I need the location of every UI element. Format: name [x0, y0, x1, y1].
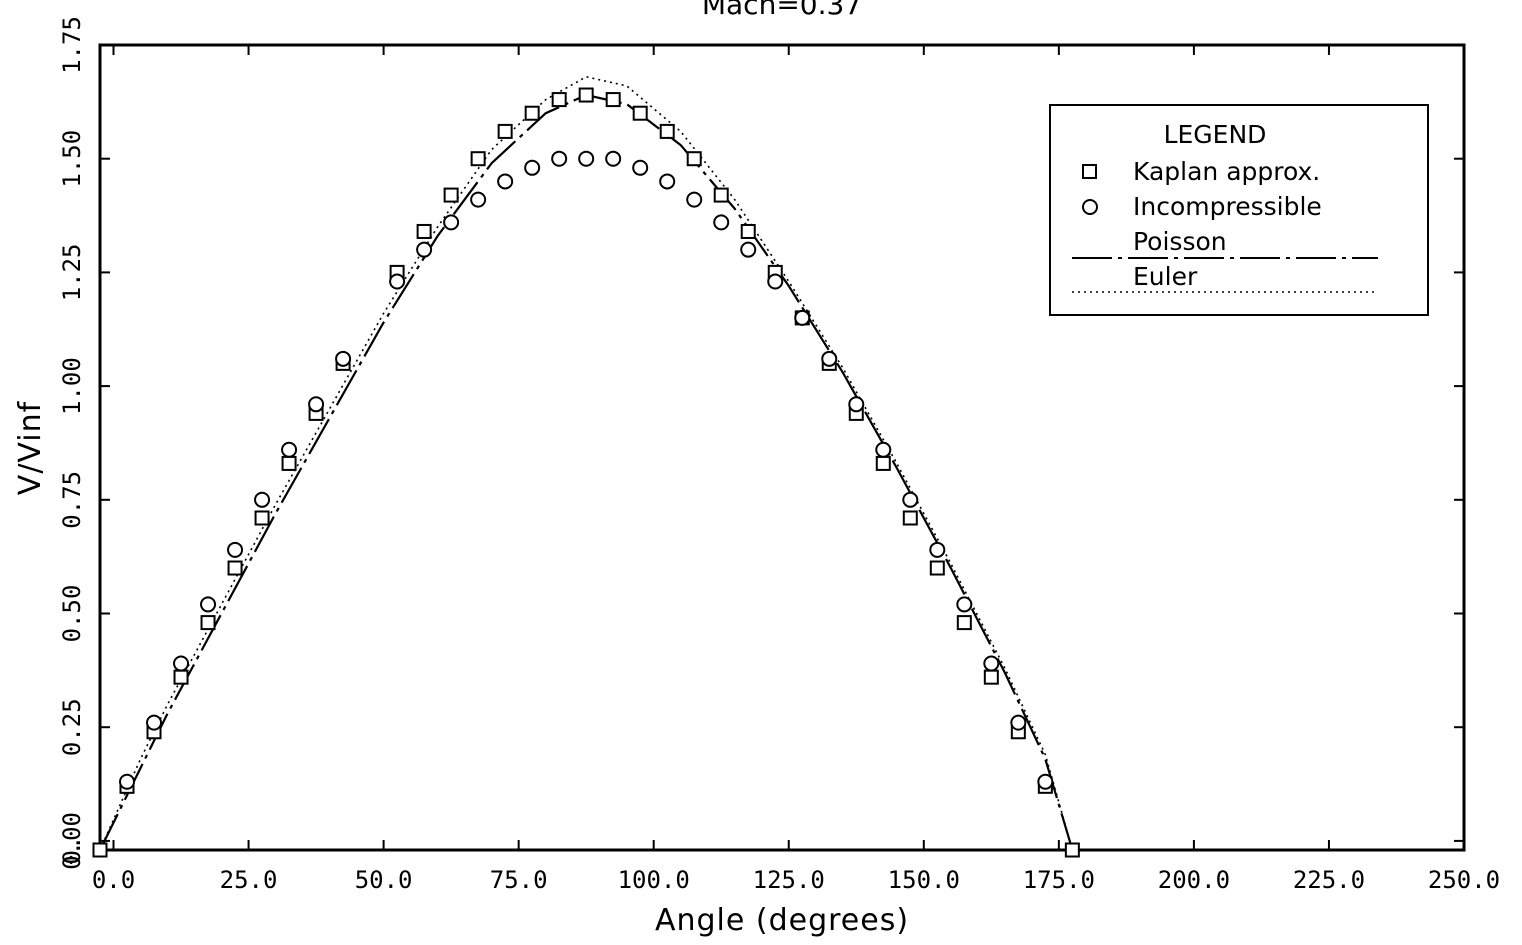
incompressible-point [200, 596, 217, 613]
incompressible-point [443, 214, 460, 231]
incompressible-point [119, 773, 136, 790]
x-tick-label: 175.0 [1023, 866, 1095, 894]
y-tick-label: 0.75 [58, 471, 86, 529]
incompressible-point [983, 655, 1000, 672]
kaplan-point [200, 615, 216, 631]
incompressible-point [929, 541, 946, 558]
y-tick-label: 1.25 [58, 244, 86, 302]
x-tick-label: 150.0 [888, 866, 960, 894]
incompressible-point [551, 150, 568, 167]
series-markers [92, 87, 1080, 858]
incompressible-point [794, 309, 811, 326]
kaplan-point [524, 105, 540, 121]
incompressible-point [875, 441, 892, 458]
incompressible-point [659, 173, 676, 190]
incompressible-point [902, 491, 919, 508]
kaplan-point [416, 223, 432, 239]
y-tick-label: 1.00 [58, 357, 86, 415]
incompressible-point [227, 541, 244, 558]
incompressible-point [497, 173, 514, 190]
kaplan-point [173, 669, 189, 685]
y-axis-label: V/Vinf [13, 400, 48, 495]
legend-label-poisson: Poisson [1133, 227, 1227, 256]
axis-ticks: 0.0 25.0 50.0 75.0 100.0 125.0 150.0 175.0 200.0… [58, 16, 1500, 894]
incompressible-point [335, 350, 352, 367]
legend-marker-circle [1082, 199, 1098, 215]
incompressible-point [1037, 773, 1054, 790]
y-tick-label: 0. [58, 836, 86, 865]
incompressible-point [767, 273, 784, 290]
kaplan-point [740, 223, 756, 239]
euler-line [99, 75, 1074, 851]
kaplan-point [875, 455, 891, 471]
incompressible-point [281, 441, 298, 458]
legend: LEGEND Kaplan approx. Incompressible Poi… [1049, 104, 1429, 316]
legend-box [1049, 104, 1429, 316]
legend-marker-square [1082, 164, 1097, 179]
kaplan-point [281, 455, 297, 471]
incompressible-point [1010, 714, 1027, 731]
x-tick-label: 25.0 [220, 866, 278, 894]
y-tick-label: 0.00 [58, 812, 86, 870]
kaplan-point [713, 187, 729, 203]
kaplan-point [227, 560, 243, 576]
kaplan-point [983, 669, 999, 685]
kaplan-point [254, 510, 270, 526]
incompressible-point [254, 491, 271, 508]
kaplan-point [551, 92, 567, 108]
incompressible-point [605, 150, 622, 167]
kaplan-point [92, 842, 108, 858]
incompressible-point [578, 150, 595, 167]
poisson-line [99, 93, 1074, 851]
legend-label-euler: Euler [1133, 262, 1198, 291]
kaplan-point [470, 151, 486, 167]
incompressible-point [173, 655, 190, 672]
y-tick-label: 1.75 [58, 16, 86, 74]
x-tick-label: 225.0 [1293, 866, 1365, 894]
incompressible-point [470, 191, 487, 208]
series-lines [99, 75, 1074, 851]
kaplan-point [902, 510, 918, 526]
incompressible-point [686, 191, 703, 208]
incompressible-point [821, 350, 838, 367]
incompressible-point [740, 241, 757, 258]
incompressible-point [389, 273, 406, 290]
chart-title: Mach=0.37 [702, 0, 862, 21]
kaplan-point [497, 123, 513, 139]
x-axis-label: Angle (degrees) [655, 903, 909, 938]
kaplan-point [632, 105, 648, 121]
incompressible-point [416, 241, 433, 258]
kaplan-point [605, 92, 621, 108]
y-tick-label: 0.50 [58, 585, 86, 643]
x-tick-label: 75.0 [490, 866, 548, 894]
x-tick-label: 100.0 [618, 866, 690, 894]
legend-label-kaplan: Kaplan approx. [1133, 157, 1320, 186]
x-tick-label: 250.0 [1428, 866, 1500, 894]
incompressible-point [146, 714, 163, 731]
incompressible-point [956, 596, 973, 613]
kaplan-point [443, 187, 459, 203]
kaplan-point [659, 123, 675, 139]
y-tick-label: 0.25 [58, 698, 86, 756]
kaplan-point [956, 615, 972, 631]
incompressible-point [524, 159, 541, 176]
incompressible-point [848, 396, 865, 413]
kaplan-point [578, 87, 594, 103]
plot-frame [98, 43, 1466, 852]
y-tick-label: 1.50 [58, 130, 86, 188]
kaplan-point [1064, 842, 1080, 858]
incompressible-point [713, 214, 730, 231]
x-tick-label: 200.0 [1158, 866, 1230, 894]
x-tick-label: 0.0 [92, 866, 135, 894]
legend-label-incompressible: Incompressible [1133, 192, 1322, 221]
x-tick-label: 50.0 [355, 866, 413, 894]
incompressible-point [308, 396, 325, 413]
kaplan-point [929, 560, 945, 576]
incompressible-point [632, 159, 649, 176]
kaplan-point [686, 151, 702, 167]
x-tick-label: 125.0 [753, 866, 825, 894]
legend-title: LEGEND [1164, 120, 1267, 149]
